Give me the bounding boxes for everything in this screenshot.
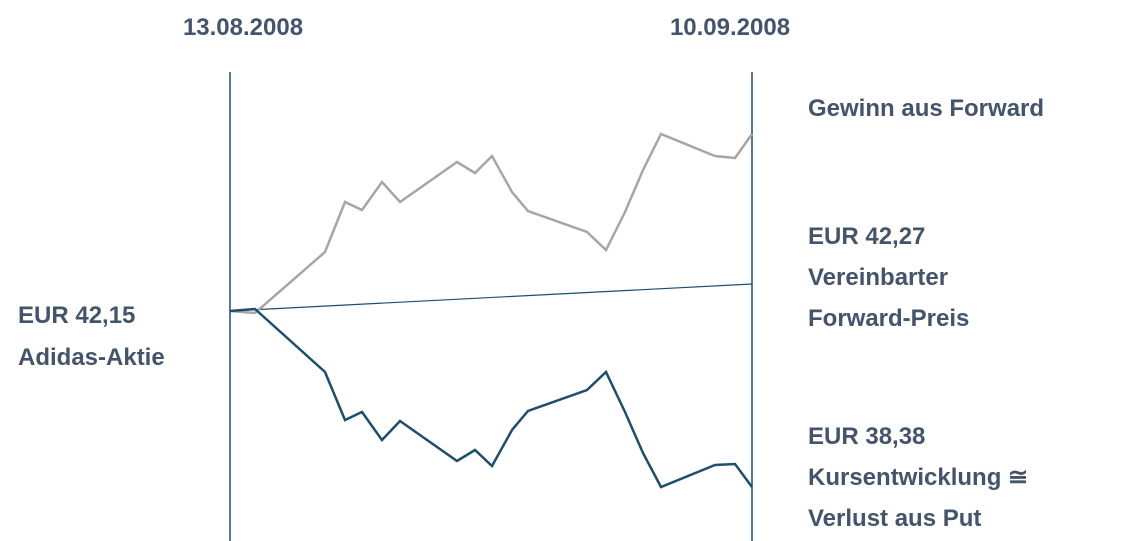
spot-name: Adidas-Aktie (18, 344, 165, 371)
forward-price: EUR 42,27 (808, 223, 925, 250)
spot-price: EUR 42,15 (18, 302, 135, 329)
loss-price: EUR 38,38 (808, 423, 925, 450)
gain-path (229, 132, 754, 315)
price-path (229, 307, 754, 489)
forward-label: Vereinbarter (808, 264, 948, 291)
forward-line (229, 283, 753, 312)
end-date: 10.09.2008 (670, 14, 790, 41)
loss-label: Kursentwicklung ≅ (808, 464, 1028, 491)
start-date: 13.08.2008 (183, 14, 303, 41)
gain-label: Gewinn aus Forward (808, 95, 1044, 122)
forward-label: Forward-Preis (808, 305, 969, 332)
loss-label: Verlust aus Put (808, 505, 981, 532)
